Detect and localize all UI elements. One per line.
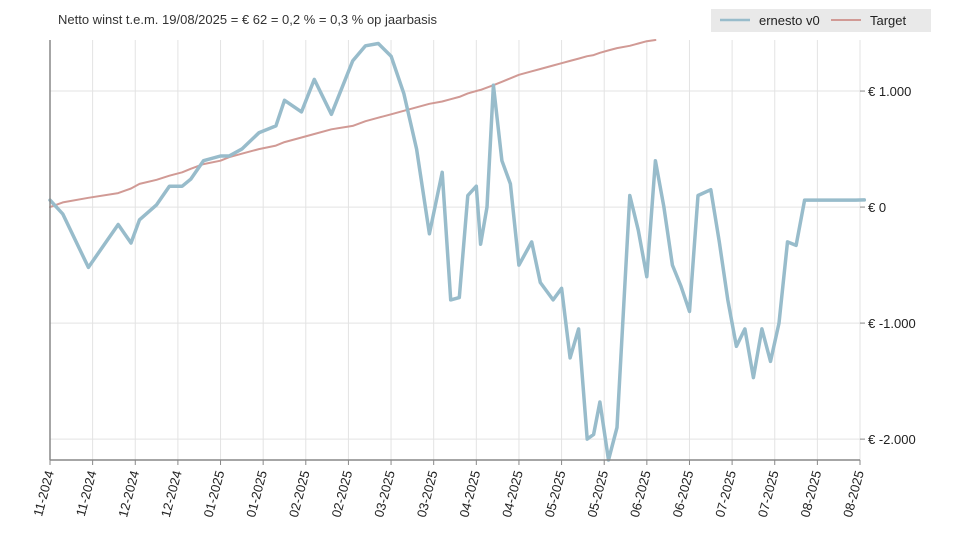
y-tick-label: € 1.000: [868, 84, 911, 99]
legend: ernesto v0 Target: [711, 9, 931, 32]
x-tick-label: 05-2025: [542, 469, 569, 519]
legend-background: [711, 9, 931, 32]
x-tick-label: 02-2025: [286, 469, 313, 519]
chart-title: Netto winst t.e.m. 19/08/2025 = € 62 = 0…: [58, 12, 438, 27]
x-tick-label: 11-2024: [73, 469, 100, 518]
x-tick-label: 02-2025: [328, 469, 355, 519]
series-layer: [48, 39, 867, 462]
x-tick-label: 12-2024: [158, 469, 185, 519]
y-tick-label: € -1.000: [868, 316, 916, 331]
y-tick-label: € -2.000: [868, 432, 916, 447]
x-tick-label: 07-2025: [712, 469, 739, 519]
x-tick-label: 11-2024: [30, 469, 57, 518]
x-tick-label: 04-2025: [499, 469, 526, 519]
x-tick-label: 08-2025: [797, 469, 824, 519]
x-tick-label: 07-2025: [755, 469, 782, 519]
x-tick-label: 03-2025: [371, 469, 398, 519]
x-tick-label: 05-2025: [584, 469, 611, 519]
x-tick-label: 06-2025: [670, 469, 697, 519]
x-tick-label: 06-2025: [627, 469, 654, 519]
series-line-target: [49, 39, 657, 209]
x-tick-label: 04-2025: [456, 469, 483, 519]
axes: [49, 40, 860, 461]
legend-label-ernesto: ernesto v0: [759, 13, 820, 28]
x-tick-label: 08-2025: [840, 469, 867, 519]
x-axis-ticks: 11-2024 11-2024 12-2024 12-2024 01-2025 01-20…: [30, 460, 867, 519]
x-tick-label: 01-2025: [243, 469, 270, 519]
y-axis-ticks: € 1.000 € 0 € -1.000 € -2.000: [860, 84, 916, 447]
series-line-ernesto: [48, 41, 867, 462]
x-tick-label: 03-2025: [414, 469, 441, 519]
x-tick-label: 12-2024: [115, 469, 142, 519]
legend-label-target: Target: [870, 13, 907, 28]
grid: [49, 40, 861, 460]
x-tick-label: 01-2025: [201, 469, 228, 519]
y-tick-label: € 0: [868, 200, 886, 215]
